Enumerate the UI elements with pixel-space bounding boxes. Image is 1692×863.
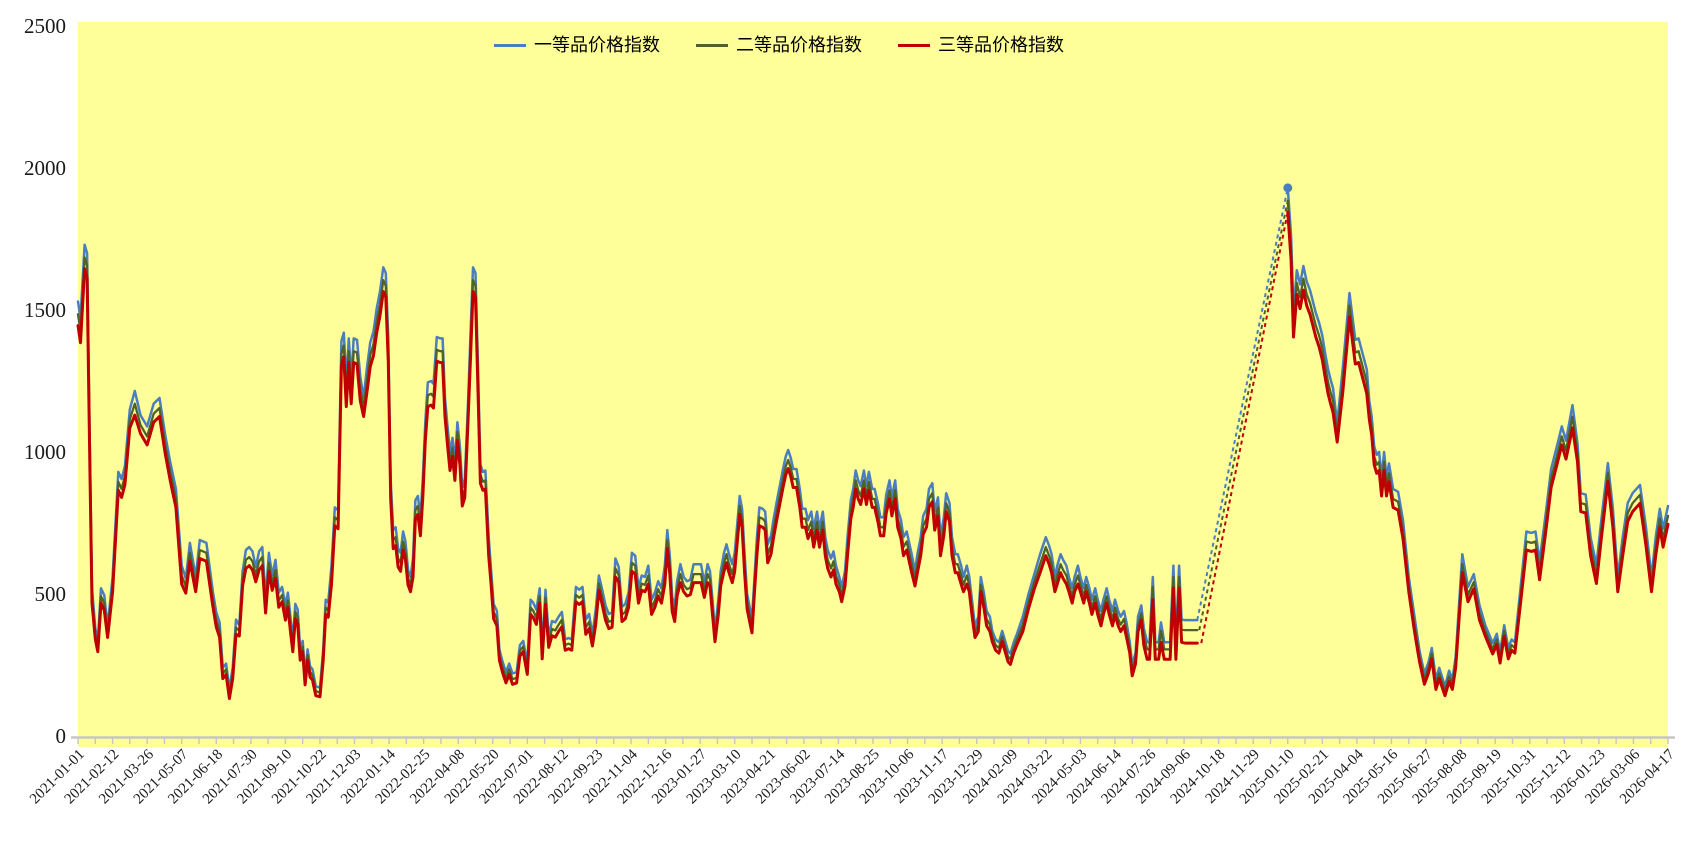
legend-line-swatch-grade1 — [494, 43, 526, 47]
chart-legend: 一等品价格指数 二等品价格指数 三等品价格指数 — [494, 36, 1064, 54]
legend-label-grade3: 三等品价格指数 — [938, 35, 1064, 55]
peak-marker — [1283, 183, 1293, 193]
y-axis-label: 2500 — [24, 14, 66, 38]
y-axis-label: 1000 — [24, 440, 66, 464]
legend-item-grade1: 一等品价格指数 — [494, 36, 660, 54]
legend-label-grade2: 二等品价格指数 — [736, 35, 862, 55]
series-line-grade1-gap-dashed — [1196, 187, 1289, 621]
series-line-grade3-solid-a — [76, 267, 1199, 700]
legend-item-grade2: 二等品价格指数 — [696, 36, 862, 54]
legend-label-grade1: 一等品价格指数 — [534, 35, 660, 55]
series-line-grade2-gap-dashed — [1198, 200, 1289, 631]
y-axis-label: 0 — [56, 724, 67, 748]
y-axis-label: 500 — [35, 582, 67, 606]
series-line-grade3-gap-dashed — [1200, 211, 1289, 644]
plot-area — [78, 22, 1668, 747]
y-axis-label: 1500 — [24, 298, 66, 322]
series-line-grade3-solid-b — [1286, 210, 1670, 698]
legend-line-swatch-grade2 — [696, 43, 728, 47]
legend-item-grade3: 三等品价格指数 — [898, 36, 1064, 54]
y-axis-label: 2000 — [24, 156, 66, 180]
legend-line-swatch-grade3 — [898, 43, 930, 47]
